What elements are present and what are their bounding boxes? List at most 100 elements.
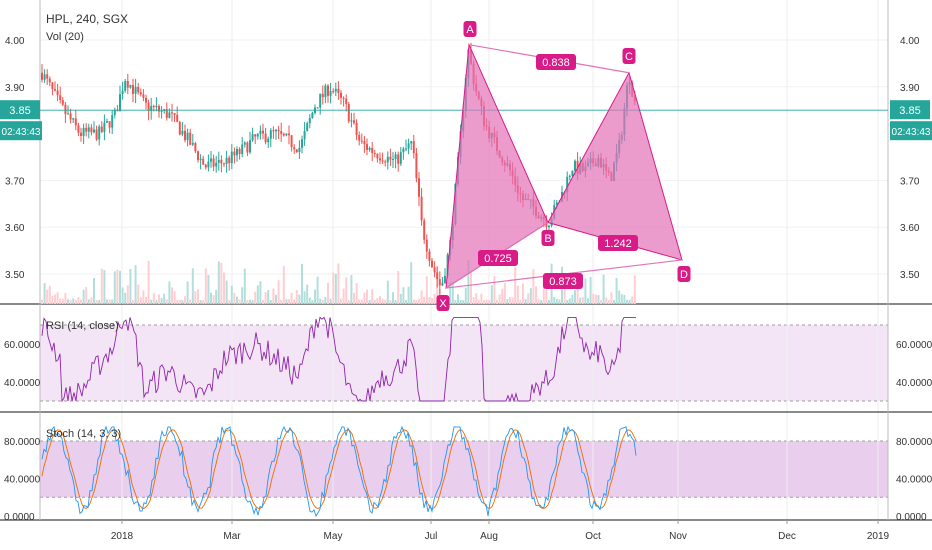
volume-bar (618, 290, 621, 304)
volume-bar (566, 299, 569, 304)
volume-bar (454, 299, 457, 304)
candle-body (555, 202, 558, 206)
volume-bar (249, 299, 251, 304)
volume-bar (514, 267, 517, 304)
volume-bar (410, 262, 413, 304)
volume-bar (142, 290, 145, 304)
volume-bar (98, 299, 101, 304)
rsi-tick-right: 40.0000 (896, 378, 932, 389)
candle-body (360, 140, 363, 142)
candle-body (379, 158, 381, 161)
volume-bar (511, 297, 514, 304)
candle-body (288, 133, 290, 136)
countdown-left: 02:43:43 (2, 127, 41, 138)
candle-body (301, 139, 303, 148)
price-tick-right: 4.00 (900, 36, 920, 47)
volume-bar (366, 289, 368, 304)
candle-body (425, 239, 428, 252)
candle-body (568, 175, 571, 177)
candle-body (262, 130, 264, 134)
candle-body (158, 105, 160, 112)
rsi-tick-left: 40.0000 (4, 378, 41, 389)
candle-body (171, 112, 173, 114)
candle-body (256, 134, 259, 137)
volume-bar (613, 299, 615, 304)
candle-body (298, 147, 301, 153)
candle-body (436, 272, 439, 280)
candle-body (173, 113, 176, 115)
candle-body (384, 161, 387, 163)
candle-body (405, 148, 407, 150)
candle-body (98, 126, 101, 140)
volume-bar (581, 297, 584, 304)
volume-bar (100, 268, 103, 304)
candle-body (415, 153, 418, 179)
candle-body (397, 154, 400, 164)
candle-body (145, 97, 147, 103)
volume-bar (56, 292, 59, 304)
candle-body (285, 133, 288, 136)
volume-bar (405, 299, 407, 304)
candle-body (412, 141, 415, 154)
volume-bar (176, 299, 179, 304)
volume-bar (290, 292, 293, 304)
candle-body (399, 152, 402, 164)
last-price-right: 3.85 (899, 105, 920, 117)
point-x-box (436, 295, 450, 311)
volume-bar (280, 299, 283, 304)
candle-body (210, 158, 212, 162)
x-tick-label: Oct (585, 531, 601, 542)
volume-bar (46, 289, 49, 304)
volume-bar (532, 269, 535, 304)
rsi-line (41, 316, 636, 403)
volume-bar (394, 299, 397, 304)
volume-bar (626, 299, 628, 304)
candle-body (272, 130, 275, 132)
volume-bar (506, 299, 509, 304)
volume-bar (594, 294, 597, 304)
candle-body (77, 125, 80, 133)
bcd-triangle (547, 71, 683, 261)
volume-bar (464, 287, 467, 304)
volume-bar (308, 297, 311, 304)
ratio-xb: 0.725 (484, 253, 512, 265)
candle-body (386, 156, 389, 163)
candle-body (194, 143, 197, 152)
volume-bar (620, 294, 623, 304)
volume-bar (285, 299, 288, 304)
volume-bar (93, 278, 95, 304)
volume-bar (87, 299, 90, 304)
volume-bar (108, 299, 111, 304)
volume-bar (85, 286, 88, 304)
volume-bar (241, 287, 244, 304)
volume-bar (145, 296, 147, 304)
volume-bar (485, 299, 488, 304)
volume-bar (363, 292, 366, 304)
volume-bar (298, 294, 301, 304)
volume-bar (220, 262, 223, 304)
volume-bar (610, 292, 613, 304)
volume-bar (428, 296, 431, 304)
volume-bar (355, 283, 358, 304)
volume-bar (509, 297, 511, 304)
volume-bar (342, 288, 345, 304)
x-tick-label: Dec (778, 531, 796, 542)
candle-body (306, 123, 309, 131)
price-tick-left: 3.90 (5, 83, 25, 94)
volume-bar (113, 271, 116, 304)
volume-bar (628, 299, 631, 304)
volume-bar (480, 293, 483, 304)
volume-bar (217, 261, 220, 304)
volume-bar (69, 299, 72, 304)
point-x: X (439, 298, 447, 310)
volume-bar (275, 294, 277, 304)
volume-bar (64, 293, 67, 304)
candle-body (402, 148, 405, 153)
volume-bar (631, 296, 634, 304)
stoch-tick-right: 0.0000 (896, 512, 927, 523)
volume-bar (576, 284, 579, 304)
candle-body (87, 127, 90, 132)
candle-body (233, 151, 236, 156)
x-tick-label: 2018 (111, 531, 134, 542)
